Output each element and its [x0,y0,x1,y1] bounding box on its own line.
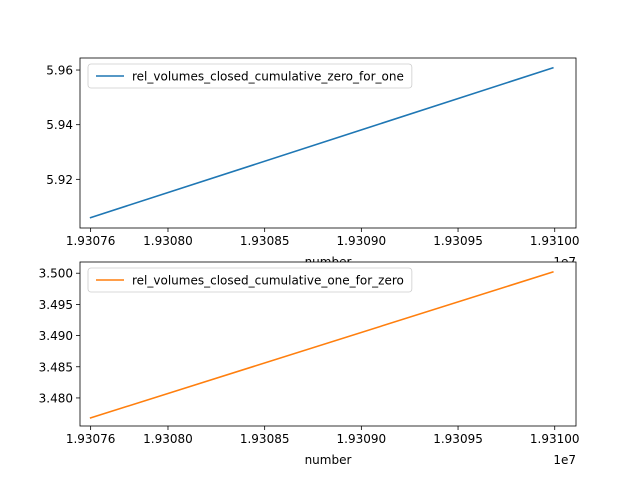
y-tick-label: 3.480 [39,391,73,405]
x-offset-label: 1e7 [553,453,576,467]
x-tick-label: 1.93085 [240,234,290,248]
series-line-0 [89,66,554,219]
y-tick-label: 5.94 [46,118,73,132]
subplot-bottom: 1.93076 1.93080 1.93085 1.93090 1.93095 1.931… [39,261,580,467]
y-tick-label: 3.495 [39,298,73,312]
x-tick-label: 1.93095 [433,234,483,248]
legend-label: rel_volumes_closed_cumulative_one_for_ze… [132,274,404,288]
x-tick-label: 1.93080 [143,234,193,248]
x-axis-label: number [305,453,352,467]
y-tick-label: 3.485 [39,360,73,374]
legend-box [87,267,413,293]
y-tick-label: 3.490 [39,329,73,343]
x-tick-label: 1.93085 [240,432,290,446]
y-tick-label: 3.500 [39,267,73,281]
legend-box [87,63,413,89]
series-line-0 [89,270,554,419]
axes-frame [79,57,577,229]
legend: rel_volumes_closed_cumulative_zero_for_o… [87,63,413,89]
subplot-top: 1.93076 1.93080 1.93085 1.93090 1.93095 1.931… [46,57,580,269]
x-tick-label: 1.93090 [337,234,387,248]
x-tick-label: 1.93076 [66,432,116,446]
x-tick-label: 1.93100 [530,234,580,248]
x-tick-label: 1.93076 [66,234,116,248]
axes-frame [79,261,577,427]
legend-label: rel_volumes_closed_cumulative_zero_for_o… [132,70,404,84]
x-tick-label: 1.93095 [433,432,483,446]
x-tick-label: 1.93100 [530,432,580,446]
x-tick-label: 1.93090 [337,432,387,446]
y-tick-label: 5.96 [46,64,73,78]
y-tick-label: 5.92 [46,173,73,187]
legend: rel_volumes_closed_cumulative_one_for_ze… [87,267,413,293]
x-tick-label: 1.93080 [143,432,193,446]
